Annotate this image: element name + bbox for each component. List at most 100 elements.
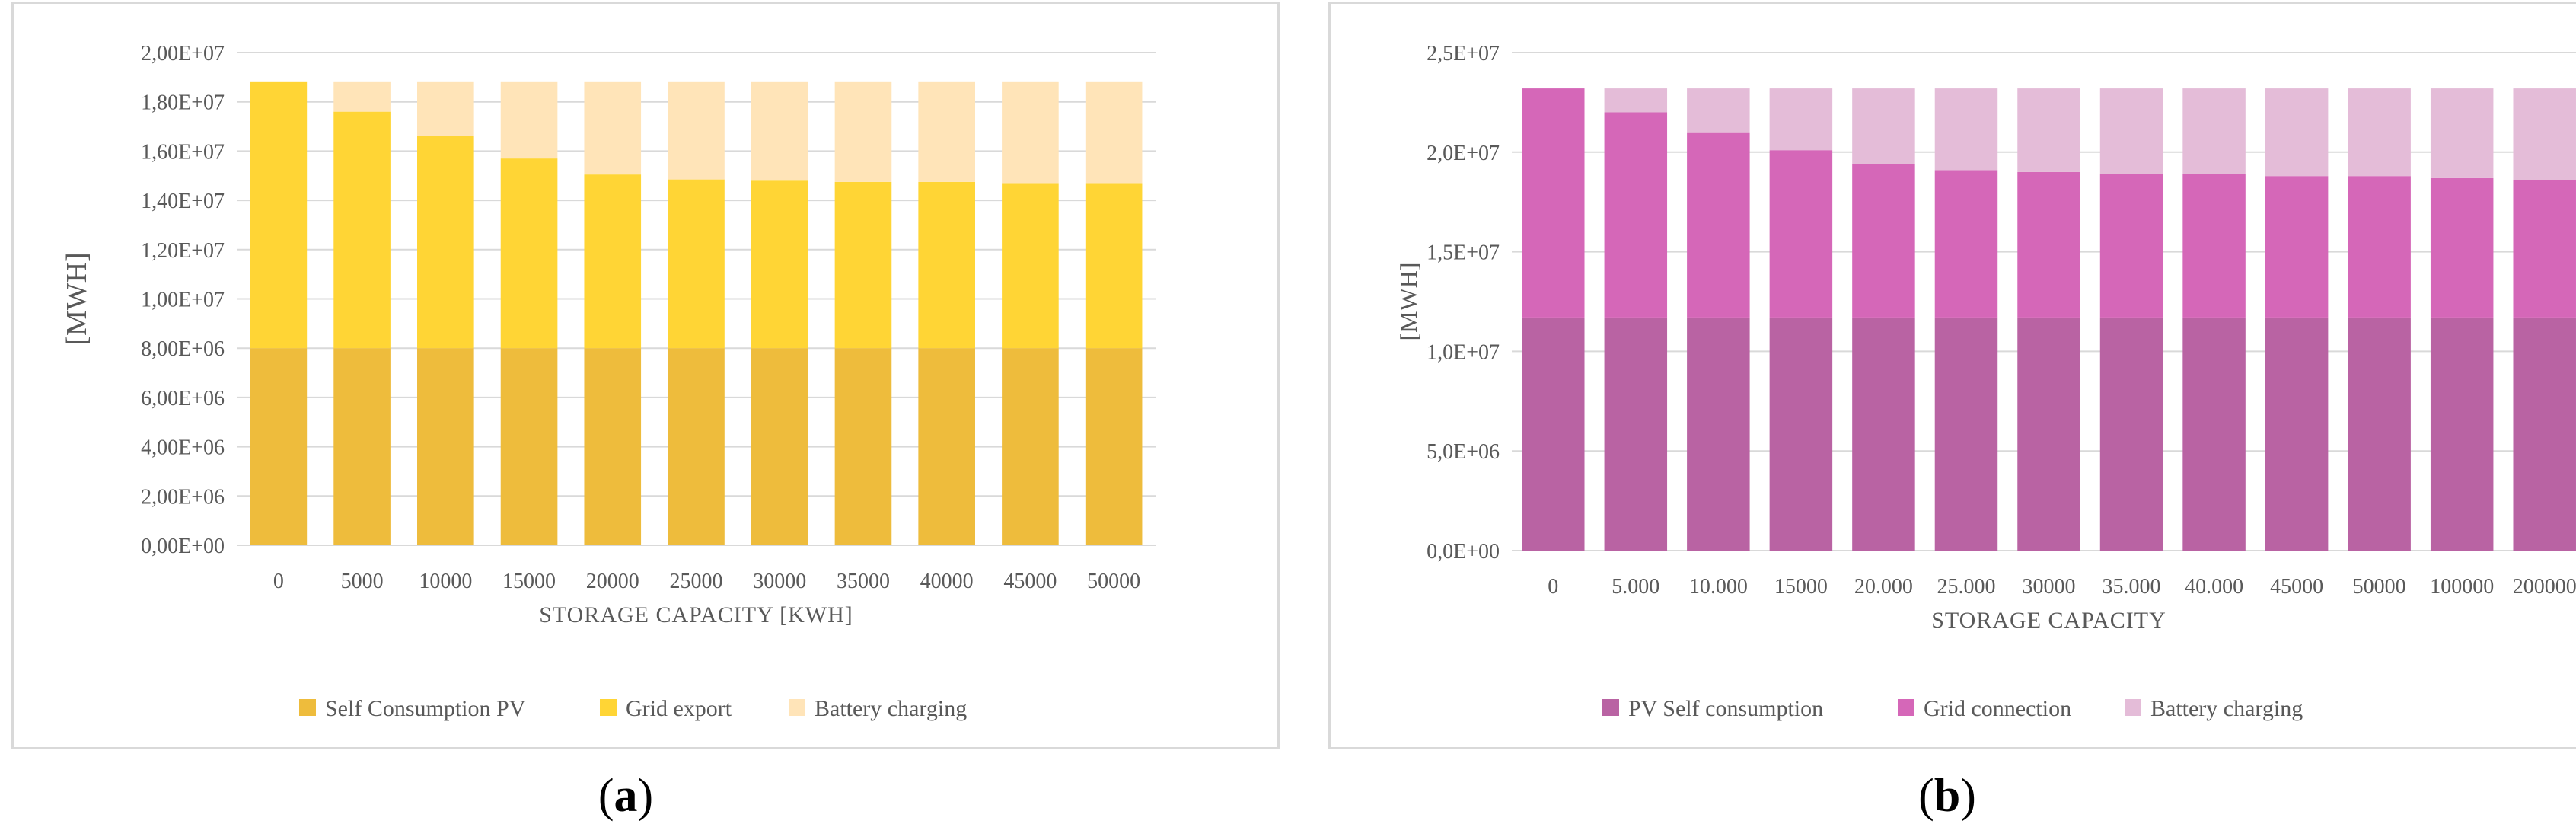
y-tick-label: 0,00E+00 <box>141 535 225 558</box>
bar-grid-connection <box>1522 88 1585 318</box>
bar-grid-export <box>751 180 808 349</box>
bar-battery-charging <box>2430 88 2494 178</box>
bar-grid-connection <box>1852 164 1915 318</box>
chart-panel-b: 0,0E+00 5,0E+06 1,0E+07 1,5E+07 2,0E+07 2,5E+… <box>1328 2 2576 749</box>
chart-a-svg: 0,00E+00 2,00E+06 4,00E+06 6,00E+06 8,00E+06… <box>61 42 1156 721</box>
bar-grid-connection <box>1687 132 1750 318</box>
bar-self-consumption-pv <box>834 348 892 545</box>
bar-battery-charging <box>1934 88 1998 171</box>
y-tick-label: 2,00E+07 <box>141 42 225 65</box>
y-tick-label: 1,40E+07 <box>141 190 225 213</box>
bar-battery-charging <box>751 81 808 181</box>
x-tick-label: 45000 <box>1003 570 1057 593</box>
legend-label: Self Consumption PV <box>325 696 526 721</box>
bar-pv-self-consumption <box>1934 317 1998 551</box>
bar-self-consumption-pv <box>500 348 558 545</box>
x-tick-label: 0 <box>1548 575 1558 599</box>
bar-battery-charging <box>2265 88 2329 177</box>
caption-b: (b) <box>1918 770 1976 822</box>
bar-grid-export <box>500 158 558 349</box>
bar-grid-export <box>584 174 642 349</box>
bar-battery-charging <box>1852 88 1915 164</box>
y-tick-label: 1,00E+07 <box>141 289 225 312</box>
bar-pv-self-consumption <box>2017 317 2080 551</box>
bar-battery-charging <box>417 81 474 136</box>
bar-battery-charging <box>2513 88 2576 180</box>
bar-self-consumption-pv <box>333 348 391 545</box>
bar-battery-charging <box>584 81 642 175</box>
legend-swatch-battery-charging <box>789 699 805 716</box>
x-tick-label: 10000 <box>419 570 472 593</box>
bar-battery-charging <box>2099 88 2163 174</box>
x-axis-label: STORAGE CAPACITY [KWH] <box>539 602 853 628</box>
bar-battery-charging <box>1604 88 1668 113</box>
legend-label: Battery charging <box>815 696 967 721</box>
bar-pv-self-consumption <box>2099 317 2163 551</box>
x-tick-label: 200000 <box>2513 575 2576 599</box>
bar-battery-charging <box>333 81 391 112</box>
bar-grid-connection <box>2265 176 2329 318</box>
x-tick-label: 100000 <box>2430 575 2494 599</box>
y-tick-label: 1,60E+07 <box>141 140 225 164</box>
y-tick-label: 2,5E+07 <box>1427 42 1500 65</box>
bar-battery-charging <box>2182 88 2246 174</box>
bar-grid-connection <box>2182 174 2246 318</box>
x-tick-label: 15000 <box>502 570 556 593</box>
bar-pv-self-consumption <box>2513 317 2576 551</box>
bar-battery-charging <box>668 81 725 180</box>
x-tick-label: 20.000 <box>1854 575 1913 599</box>
bar-self-consumption-pv <box>918 348 975 545</box>
x-tick-label: 50000 <box>1087 570 1140 593</box>
bar-grid-connection <box>1604 112 1668 318</box>
bar-battery-charging <box>1002 81 1059 184</box>
x-tick-label: 25.000 <box>1937 575 1995 599</box>
x-tick-label: 40000 <box>920 570 974 593</box>
y-tick-label: 4,00E+06 <box>141 436 225 460</box>
bar-battery-charging <box>2348 88 2411 177</box>
legend-swatch-battery-charging <box>2125 699 2141 716</box>
bar-grid-export <box>834 181 892 349</box>
legend-swatch-self-consumption-pv <box>299 699 316 716</box>
legend-label: Battery charging <box>2150 696 2303 721</box>
caption-a: (a) <box>598 770 654 822</box>
x-tick-label: 5.000 <box>1612 575 1659 599</box>
y-axis-label: [MWH] <box>61 252 93 345</box>
x-tick-label: 35.000 <box>2103 575 2161 599</box>
bar-pv-self-consumption <box>1852 317 1915 551</box>
bar-self-consumption-pv <box>584 348 642 545</box>
bar-pv-self-consumption <box>2430 317 2494 551</box>
y-tick-label: 2,0E+07 <box>1427 142 1500 165</box>
y-tick-label: 1,0E+07 <box>1427 340 1500 364</box>
x-tick-label: 50000 <box>2353 575 2406 599</box>
legend-swatch-grid-export <box>600 699 617 716</box>
bar-grid-connection <box>2017 171 2080 318</box>
bar-grid-connection <box>1769 150 1833 318</box>
bar-pv-self-consumption <box>2348 317 2411 551</box>
bar-grid-export <box>1085 183 1143 349</box>
bar-pv-self-consumption <box>1769 317 1833 551</box>
bar-pv-self-consumption <box>2265 317 2329 551</box>
bar-pv-self-consumption <box>2182 317 2246 551</box>
bar-battery-charging <box>1687 88 1750 133</box>
bar-grid-connection <box>2513 180 2576 318</box>
y-axis-label: [MWH] <box>1395 262 1422 340</box>
bar-grid-export <box>250 81 308 349</box>
x-tick-label: 0 <box>273 570 284 593</box>
bar-battery-charging <box>500 81 558 159</box>
legend-label: PV Self consumption <box>1628 696 1823 721</box>
bar-grid-export <box>417 136 474 349</box>
y-tick-label: 6,00E+06 <box>141 387 225 410</box>
y-tick-label: 0,0E+00 <box>1427 540 1500 564</box>
bar-grid-export <box>333 111 391 349</box>
x-tick-label: 5000 <box>341 570 384 593</box>
bar-pv-self-consumption <box>1687 317 1750 551</box>
legend-label: Grid export <box>626 696 732 721</box>
x-tick-label: 20000 <box>586 570 639 593</box>
chart-panel-a: 0,00E+00 2,00E+06 4,00E+06 6,00E+06 8,00E+06… <box>11 2 1280 749</box>
legend-swatch-grid-connection <box>1898 699 1914 716</box>
bar-grid-export <box>1002 183 1059 349</box>
y-tick-label: 8,00E+06 <box>141 337 225 361</box>
bar-pv-self-consumption <box>1522 317 1585 551</box>
x-axis-label: STORAGE CAPACITY <box>1931 608 2166 633</box>
bar-self-consumption-pv <box>1002 348 1059 545</box>
